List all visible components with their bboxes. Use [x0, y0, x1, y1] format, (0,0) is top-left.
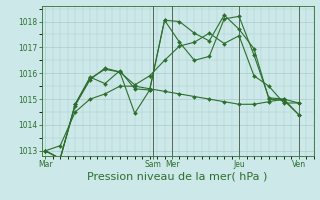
- X-axis label: Pression niveau de la mer( hPa ): Pression niveau de la mer( hPa ): [87, 172, 268, 182]
